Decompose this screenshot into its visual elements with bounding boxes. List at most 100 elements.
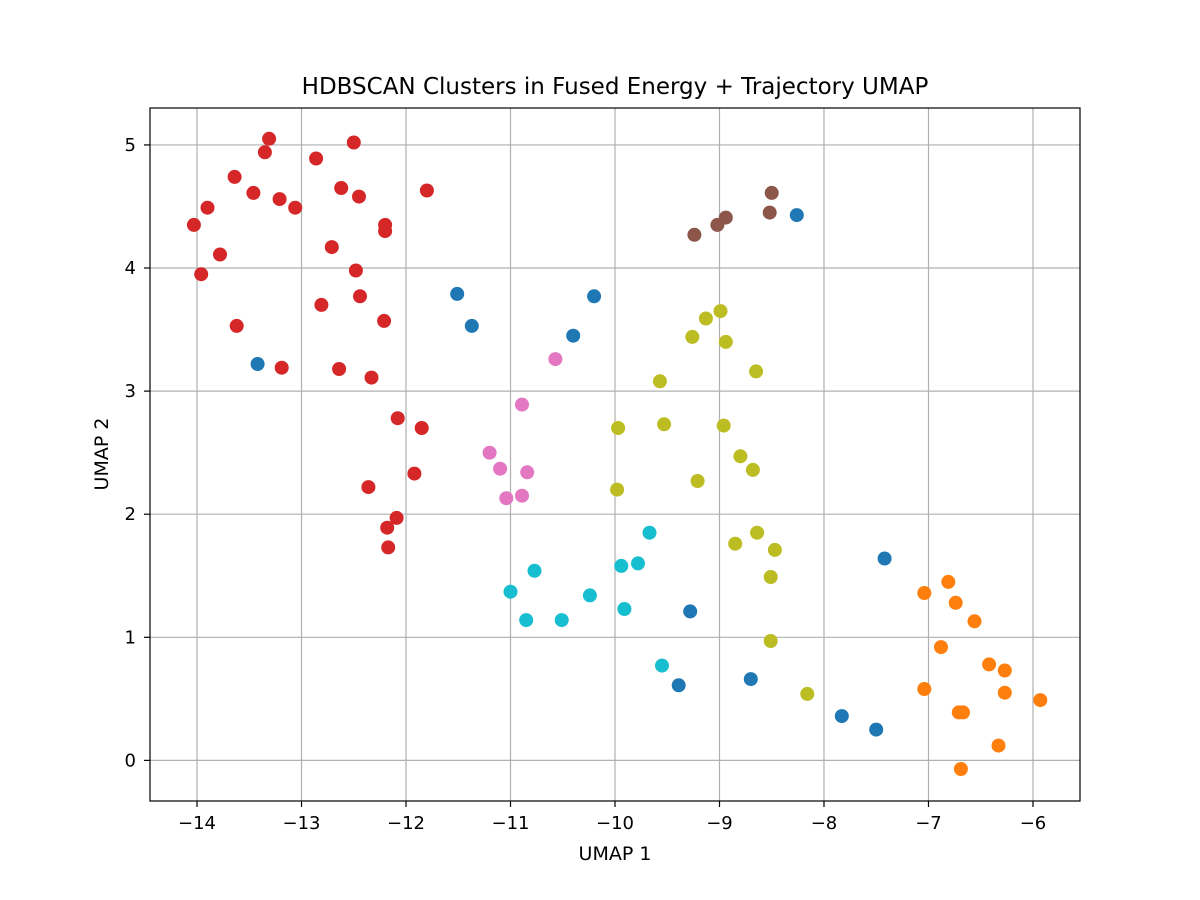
data-point	[499, 491, 514, 506]
data-point	[482, 445, 497, 460]
y-axis-ticks: 0 1 2 3 4 5	[125, 135, 150, 771]
data-point	[869, 722, 884, 737]
data-point	[671, 678, 686, 693]
data-point	[378, 224, 393, 239]
data-point	[381, 540, 396, 555]
data-point	[353, 289, 367, 304]
data-point	[515, 488, 529, 503]
grid-lines	[150, 108, 1080, 801]
data-point	[519, 613, 534, 628]
data-point	[789, 208, 804, 223]
data-point	[272, 192, 287, 207]
data-point	[346, 135, 361, 150]
data-point	[390, 411, 405, 426]
data-point	[288, 200, 303, 215]
data-point	[450, 286, 465, 301]
data-point	[527, 563, 542, 578]
data-point	[698, 311, 713, 326]
data-point	[520, 465, 535, 480]
data-point	[352, 189, 366, 204]
data-point	[762, 205, 777, 220]
data-point	[361, 480, 376, 495]
data-point	[642, 525, 657, 540]
data-point	[419, 183, 434, 198]
data-point	[229, 318, 244, 333]
data-point	[631, 556, 645, 571]
data-point	[997, 685, 1012, 700]
x-tick-label: −7	[915, 813, 942, 834]
data-point	[554, 613, 569, 628]
data-point	[324, 240, 339, 255]
data-point	[749, 364, 764, 379]
data-point	[657, 417, 672, 432]
data-point	[377, 313, 392, 328]
data-point	[566, 328, 581, 343]
data-point	[917, 682, 932, 696]
data-point	[953, 762, 968, 776]
data-point	[548, 352, 563, 367]
x-tick-label: −11	[492, 813, 530, 834]
data-points	[186, 131, 1048, 776]
data-point	[493, 461, 508, 476]
data-point	[713, 304, 728, 319]
data-point	[1033, 693, 1048, 708]
data-point	[767, 542, 782, 557]
data-point	[997, 663, 1012, 678]
data-point	[257, 145, 272, 160]
data-point	[414, 421, 429, 435]
data-point	[309, 151, 324, 166]
data-point	[733, 449, 748, 464]
data-point	[464, 318, 479, 333]
data-point	[690, 474, 705, 488]
data-point	[274, 360, 289, 375]
data-point	[764, 185, 779, 200]
data-point	[683, 604, 698, 619]
x-tick-label: −8	[811, 813, 838, 834]
data-point	[655, 658, 669, 673]
data-point	[334, 181, 349, 195]
data-point	[515, 397, 529, 412]
x-axis-label: UMAP 1	[579, 843, 652, 865]
data-point	[718, 334, 733, 349]
data-point	[763, 570, 778, 584]
x-tick-label: −12	[387, 813, 425, 834]
y-tick-label: 3	[125, 381, 136, 402]
data-point	[611, 421, 626, 435]
data-point	[314, 297, 329, 312]
data-point	[743, 672, 758, 687]
x-tick-label: −9	[706, 813, 733, 834]
data-point	[956, 705, 970, 720]
data-point	[834, 709, 849, 724]
data-point	[407, 466, 422, 481]
x-tick-label: −14	[178, 813, 216, 834]
data-point	[332, 362, 347, 376]
data-point	[380, 520, 395, 535]
data-point	[348, 263, 363, 278]
data-point	[982, 657, 997, 672]
x-axis-ticks: −14 −13 −12 −11 −10 −9 −8 −7 −6	[178, 801, 1046, 834]
data-point	[718, 210, 733, 225]
data-point	[917, 586, 932, 600]
data-point	[941, 574, 956, 589]
data-point	[614, 558, 629, 573]
data-point	[800, 686, 815, 701]
y-tick-label: 1	[125, 627, 136, 648]
data-point	[967, 614, 982, 629]
data-point	[389, 510, 404, 525]
data-point	[186, 217, 201, 232]
data-point	[246, 185, 261, 200]
data-point	[877, 551, 892, 566]
y-tick-label: 5	[125, 135, 136, 156]
data-point	[652, 374, 667, 389]
data-point	[685, 329, 700, 344]
data-point	[364, 370, 379, 385]
data-point	[745, 462, 760, 477]
data-point	[194, 267, 209, 282]
x-tick-label: −13	[283, 813, 321, 834]
y-tick-label: 4	[125, 258, 136, 279]
chart-title: HDBSCAN Clusters in Fused Energy + Traje…	[302, 74, 929, 100]
data-point	[213, 247, 227, 262]
data-point	[250, 357, 265, 371]
data-point	[716, 418, 731, 433]
